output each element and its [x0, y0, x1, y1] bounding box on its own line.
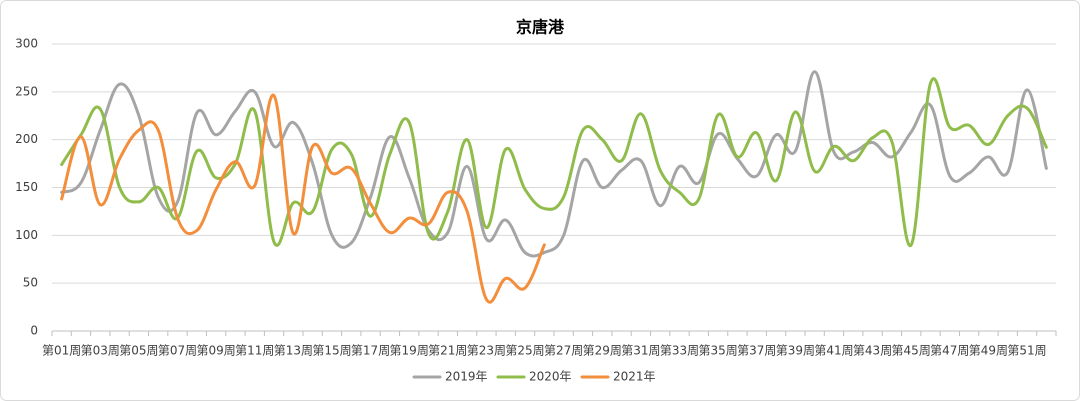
- legend-label: 2019年: [445, 370, 488, 384]
- legend-label: 2021年: [613, 370, 656, 384]
- x-tick-label: 第05周: [119, 344, 158, 358]
- y-tick-label: 300: [15, 37, 38, 51]
- x-tick-label: 第07周: [158, 344, 197, 358]
- x-tick-label: 第17周: [351, 344, 390, 358]
- x-tick-label: 第47周: [930, 344, 969, 358]
- line-series: [60, 94, 546, 304]
- x-tick-label: 第23周: [467, 344, 506, 358]
- x-tick-label: 第43周: [853, 344, 892, 358]
- x-tick-label: 第13周: [274, 344, 313, 358]
- x-tick-label: 第11周: [235, 344, 274, 358]
- x-tick-label: 第25周: [505, 344, 544, 358]
- x-tick-label: 第15周: [312, 344, 351, 358]
- x-tick-label: 第01周: [42, 344, 81, 358]
- x-tick-label: 第09周: [196, 344, 235, 358]
- legend-label: 2020年: [529, 370, 572, 384]
- line-series: [60, 77, 1048, 247]
- x-tick-label: 第03周: [81, 344, 120, 358]
- y-tick-label: 250: [15, 84, 38, 98]
- x-tick-label: 第37周: [737, 344, 776, 358]
- line-series: [60, 70, 1048, 258]
- x-tick-label: 第35周: [698, 344, 737, 358]
- y-tick-label: 200: [15, 132, 38, 146]
- x-tick-label: 第39周: [776, 344, 815, 358]
- x-tick-label: 第41周: [814, 344, 853, 358]
- y-tick-label: 0: [30, 324, 38, 338]
- x-tick-label: 第29周: [583, 344, 622, 358]
- x-tick-label: 第21周: [428, 344, 467, 358]
- y-tick-label: 100: [15, 228, 38, 242]
- x-tick-label: 第45周: [892, 344, 931, 358]
- y-tick-label: 50: [23, 276, 38, 290]
- x-tick-label: 第49周: [969, 344, 1008, 358]
- chart-title: 京唐港: [516, 18, 565, 37]
- x-tick-label: 第27周: [544, 344, 583, 358]
- x-tick-label: 第51周: [1007, 344, 1046, 358]
- x-tick-label: 第33周: [660, 344, 699, 358]
- x-tick-label: 第31周: [621, 344, 660, 358]
- x-tick-label: 第19周: [390, 344, 429, 358]
- y-tick-label: 150: [15, 180, 38, 194]
